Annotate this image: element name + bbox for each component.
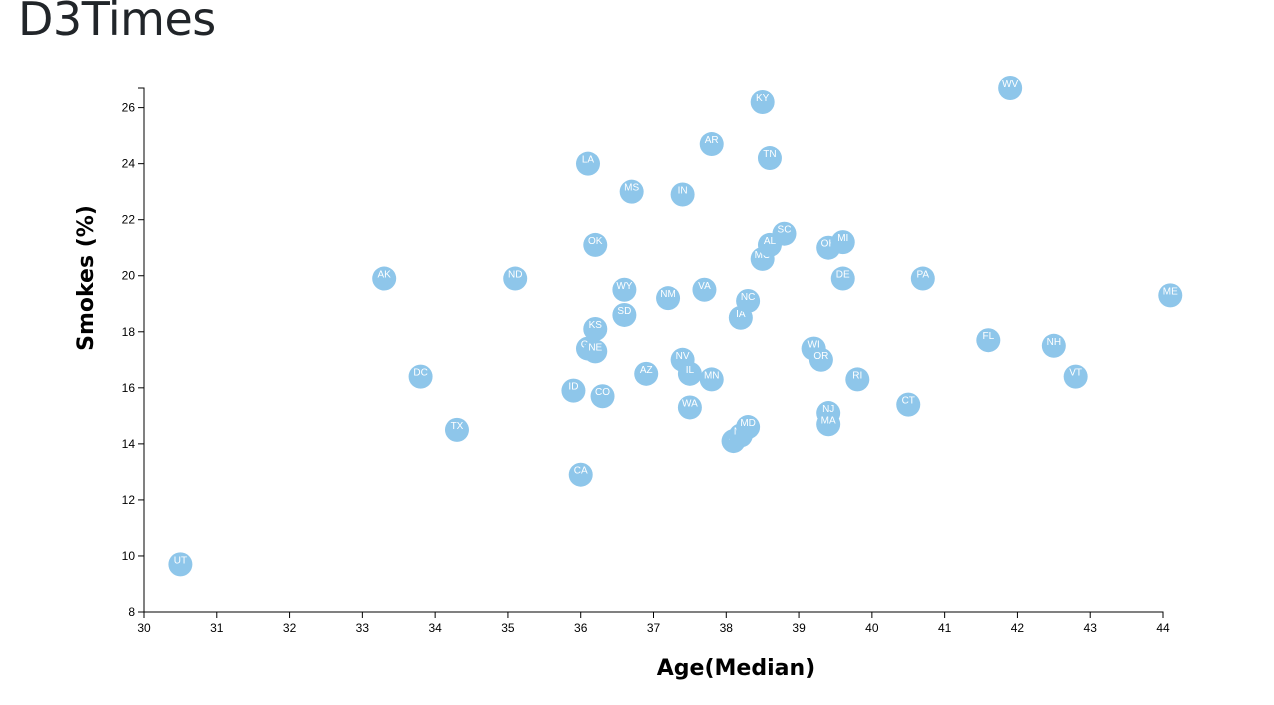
state-label-fl: FL xyxy=(982,331,994,342)
x-tick-label: 41 xyxy=(938,621,952,635)
state-label-wy: WY xyxy=(616,281,632,292)
y-tick-label: 20 xyxy=(122,269,136,283)
y-tick-label: 8 xyxy=(128,605,135,619)
state-label-ma: MA xyxy=(821,415,836,426)
x-tick-label: 35 xyxy=(501,621,515,635)
x-tick-label: 42 xyxy=(1011,621,1025,635)
x-tick-label: 39 xyxy=(792,621,806,635)
y-tick-label: 18 xyxy=(122,325,136,339)
x-tick-label: 37 xyxy=(647,621,661,635)
state-label-ky: KY xyxy=(756,93,770,104)
x-tick-label: 40 xyxy=(865,621,879,635)
state-label-ut: UT xyxy=(174,555,187,566)
state-label-ks: KS xyxy=(589,320,603,331)
state-label-mi: MI xyxy=(837,233,848,244)
y-axis-line xyxy=(138,88,144,612)
state-label-ri: RI xyxy=(852,370,862,381)
state-label-dc: DC xyxy=(413,368,427,379)
y-tick-label: 12 xyxy=(122,493,136,507)
state-label-va: VA xyxy=(698,281,711,292)
state-label-sc: SC xyxy=(778,225,792,236)
state-label-il: IL xyxy=(686,365,695,376)
x-axis: 30 31 32 33 34 35 36 37 38 39 40 41 42 43 44 xyxy=(137,612,1170,635)
y-tick-label: 22 xyxy=(122,213,136,227)
state-label-nv: NV xyxy=(676,351,690,362)
state-label-tx: TX xyxy=(451,421,464,432)
x-tick-label: 32 xyxy=(283,621,297,635)
x-tick-label: 43 xyxy=(1084,621,1098,635)
x-tick-label: 30 xyxy=(137,621,151,635)
x-tick-label: 44 xyxy=(1156,621,1170,635)
y-tick-label: 10 xyxy=(122,549,136,563)
x-tick-label: 34 xyxy=(428,621,442,635)
state-label-ca: CA xyxy=(574,466,588,477)
y-tick-label: 14 xyxy=(122,437,136,451)
state-label-ne: NE xyxy=(588,342,602,353)
y-tick-label: 16 xyxy=(122,381,136,395)
y-axis-title: Smokes (%) xyxy=(74,205,99,351)
state-label-nd: ND xyxy=(508,270,522,281)
state-label-wv: WV xyxy=(1002,79,1018,90)
state-label-sd: SD xyxy=(617,306,631,317)
state-label-nh: NH xyxy=(1047,337,1061,348)
state-label-mn: MN xyxy=(704,370,720,381)
x-axis-title: Age(Median) xyxy=(657,656,815,681)
state-label-de: DE xyxy=(836,270,850,281)
y-axis: 8 10 12 14 16 18 20 22 24 26 xyxy=(122,88,144,619)
state-label-md: MD xyxy=(740,418,756,429)
state-label-nm: NM xyxy=(660,289,676,300)
state-label-or: OR xyxy=(813,351,828,362)
y-tick-label: 24 xyxy=(122,157,136,171)
state-label-vt: VT xyxy=(1069,368,1082,379)
data-points: UTAKDCTXNDIDCALAGAOKKSNECOWYSDMSAZNMINNV… xyxy=(168,76,1182,576)
state-label-in: IN xyxy=(678,185,688,196)
state-label-la: LA xyxy=(582,155,595,166)
state-label-ak: AK xyxy=(378,270,392,281)
x-tick-label: 38 xyxy=(720,621,734,635)
state-label-tn: TN xyxy=(763,149,776,160)
y-tick-label: 26 xyxy=(122,101,136,115)
state-label-ct: CT xyxy=(902,396,915,407)
state-label-id: ID xyxy=(568,382,578,393)
x-tick-label: 36 xyxy=(574,621,588,635)
x-tick-label: 33 xyxy=(356,621,370,635)
state-label-ok: OK xyxy=(588,236,603,247)
state-label-me: ME xyxy=(1163,286,1178,297)
state-label-ms: MS xyxy=(624,183,639,194)
state-label-az: AZ xyxy=(640,365,653,376)
state-label-ar: AR xyxy=(705,135,719,146)
state-label-co: CO xyxy=(595,387,610,398)
x-tick-label: 31 xyxy=(210,621,224,635)
state-label-nc: NC xyxy=(741,292,755,303)
state-label-pa: PA xyxy=(917,270,930,281)
state-label-wa: WA xyxy=(682,398,698,409)
